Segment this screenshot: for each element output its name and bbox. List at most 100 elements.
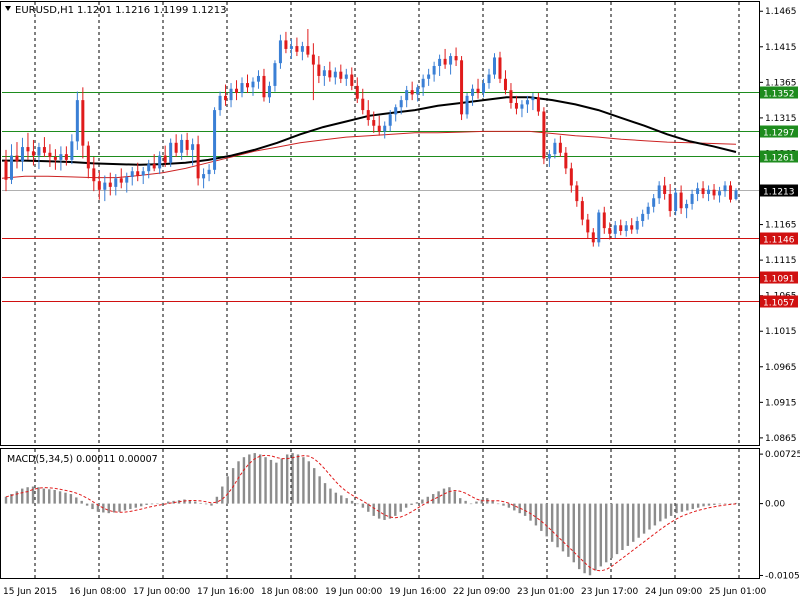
candle-body [196, 144, 200, 179]
candle-body [152, 164, 156, 169]
candle-bull [9, 144, 13, 185]
candle-body [679, 192, 683, 209]
candle-bear [235, 80, 239, 101]
time-tick-label: 19 Jun 00:00 [325, 587, 382, 597]
candle-bull [487, 68, 491, 89]
candle-bull [229, 83, 233, 108]
macd-bar [399, 503, 402, 512]
candle-bull [103, 175, 107, 202]
macd-bar [594, 503, 597, 571]
candle-body [471, 88, 475, 96]
candle-bull [405, 85, 409, 108]
macd-bar [237, 461, 240, 504]
macd-bar [275, 462, 278, 504]
macd-bar [583, 503, 586, 574]
macd-bar [534, 503, 538, 526]
macd-bar [713, 503, 716, 505]
macd-bar [664, 503, 667, 519]
macd-bar [632, 503, 635, 542]
candle-bull [158, 151, 162, 175]
candle-body [295, 46, 299, 52]
level-label-text: 1.1261 [763, 154, 795, 164]
macd-bar [183, 499, 186, 504]
macd-bar [139, 503, 143, 507]
candle-bull [147, 159, 151, 179]
price-tick-label: 1.1015 [765, 327, 797, 337]
candle-bear [476, 78, 480, 99]
candle-bull [37, 142, 41, 170]
candle-body [635, 221, 639, 230]
candle-body [394, 107, 398, 115]
macd-bar [350, 500, 354, 504]
candle-body [169, 142, 173, 163]
candle-body [4, 160, 8, 180]
candle-body [569, 168, 573, 186]
macd-bar [340, 495, 343, 504]
candle-body [514, 102, 518, 109]
dropdown-triangle-icon[interactable] [5, 6, 11, 11]
candle-body [251, 81, 255, 88]
price-tick-label: 1.0865 [765, 434, 797, 444]
candle-body [690, 193, 694, 204]
candle-body [509, 90, 513, 103]
macd-bar [626, 503, 630, 546]
candle-bull [432, 61, 436, 82]
candle-bull [657, 181, 661, 204]
candle-body [657, 185, 661, 199]
candle-body [729, 185, 733, 200]
candle-bull [718, 186, 722, 203]
candle-body [229, 88, 233, 101]
candle-bear [536, 93, 540, 116]
time-tick-label: 23 Jun 01:00 [517, 587, 574, 597]
candle-body [361, 98, 365, 111]
candle-bull [59, 146, 63, 171]
macd-bar [572, 503, 575, 563]
candle-body [685, 203, 689, 209]
macd-bar [313, 468, 316, 504]
candle-body [646, 206, 650, 214]
macd-bar [545, 503, 548, 537]
macd-bar [437, 491, 440, 504]
macd-bar [107, 503, 110, 514]
candle-bull [707, 185, 711, 202]
macd-bar [404, 503, 408, 508]
candle-bear [608, 222, 612, 240]
macd-bar [123, 503, 127, 511]
time-tick-label: 18 Jun 08:00 [261, 587, 318, 597]
candle-body [575, 185, 579, 202]
level-label-text: 1.1352 [763, 90, 795, 100]
macd-bar [285, 454, 289, 504]
candle-bull [438, 54, 442, 76]
candle-body [416, 87, 420, 95]
candle-body [377, 125, 381, 132]
candle-bear [108, 172, 112, 196]
candle-body [53, 157, 57, 160]
candle-body [322, 70, 326, 76]
level-label-box [760, 295, 798, 308]
candle-bear [306, 29, 310, 58]
macd-bar [388, 503, 392, 519]
candle-body [119, 178, 123, 183]
level-label-box [760, 271, 798, 284]
macd-bar [567, 503, 570, 557]
candle-bear [580, 196, 584, 226]
candle-bear [575, 181, 579, 207]
macd-bar [58, 491, 62, 504]
macd-bar [367, 503, 370, 512]
candle-body [224, 95, 228, 101]
candle-bear [503, 70, 507, 95]
candle-bull [218, 91, 222, 116]
candle-body [701, 188, 705, 194]
macd-bar [75, 497, 78, 504]
candle-bull [240, 77, 244, 98]
macd-bar [529, 503, 532, 521]
candle-bear [712, 184, 716, 200]
candle-body [130, 171, 134, 177]
candle-bear [454, 47, 458, 66]
candle-body [613, 225, 617, 234]
level-label-box [760, 125, 798, 138]
candle-body [125, 176, 129, 183]
candle-bear [284, 31, 288, 54]
macd-bar [161, 502, 165, 504]
